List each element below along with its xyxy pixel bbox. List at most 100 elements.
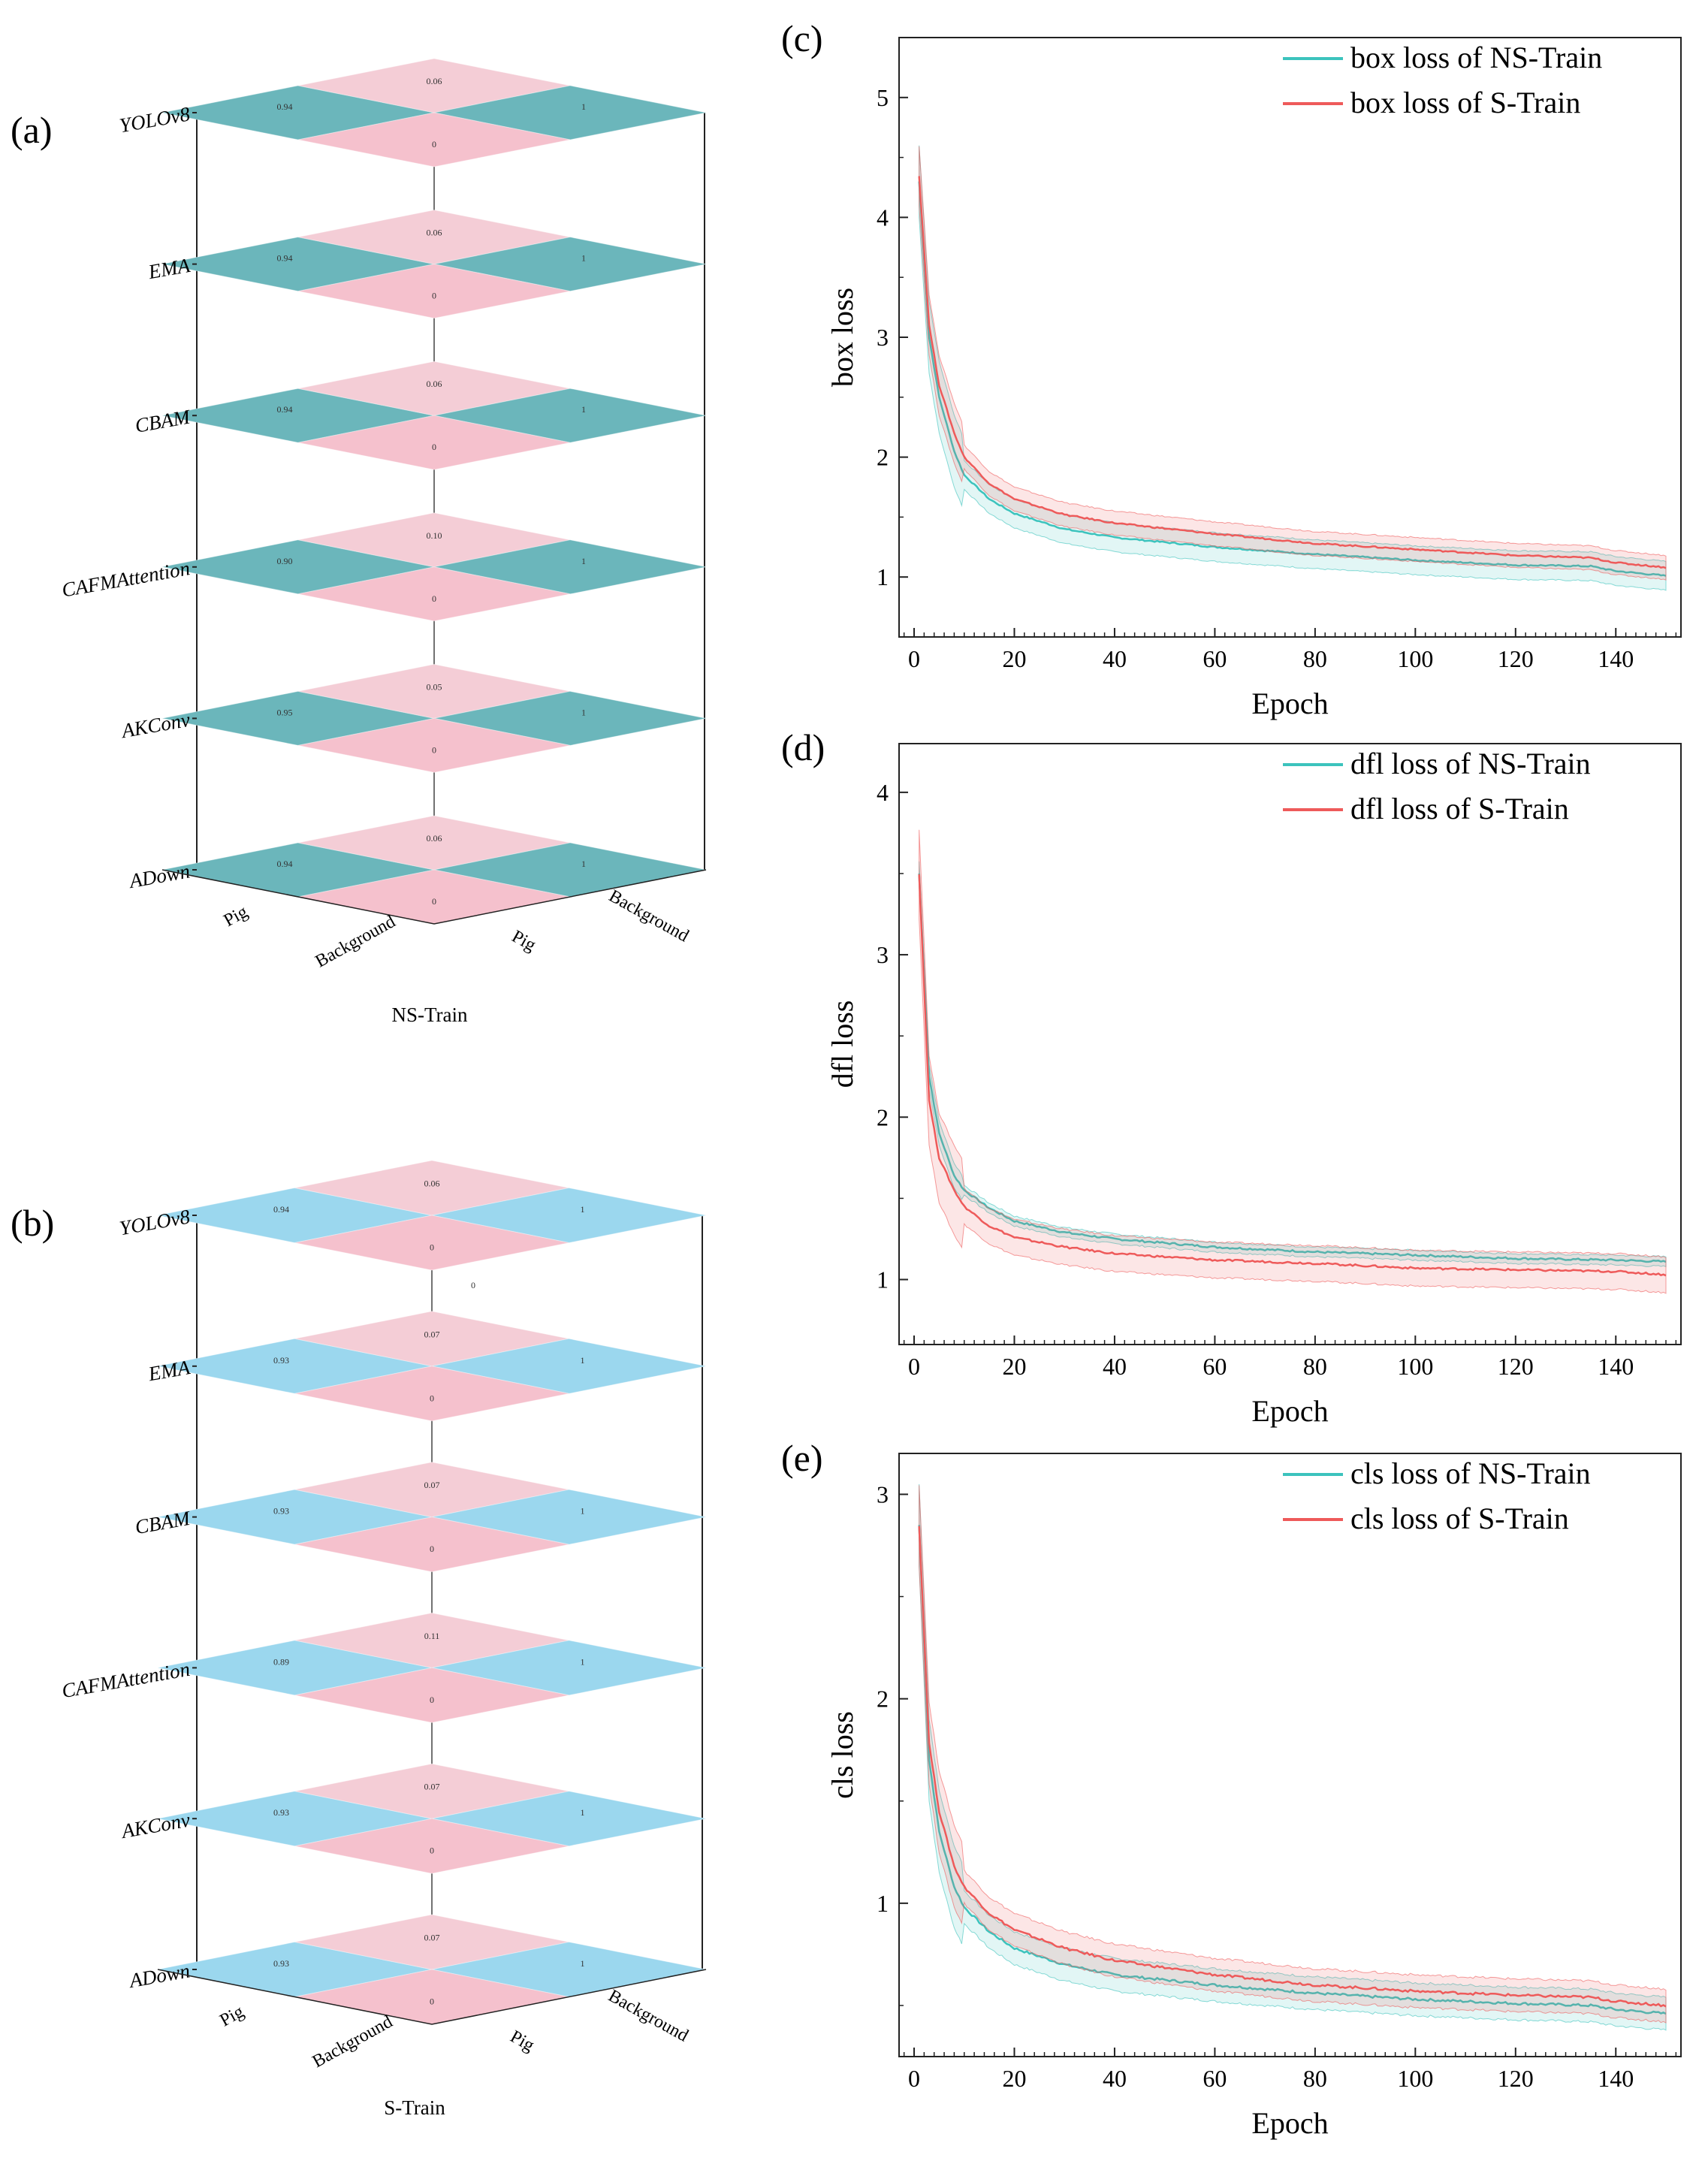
x-axis-label: Epoch [1251,687,1328,720]
y-tick-label: 2 [877,1686,889,1713]
cell-value: 0.06 [427,76,442,86]
cell-value: 1 [581,859,586,869]
x-tick-label: 140 [1598,1353,1634,1380]
series-band-1 [919,1485,1667,2024]
cell-value: 0 [430,1393,434,1403]
cell-value: 0.94 [277,404,293,415]
legend-label: dfl loss of NS-Train [1350,747,1591,780]
cell-value: 1 [581,1807,585,1818]
cell-value: 0 [432,896,436,907]
cell-value: 0.94 [277,101,293,112]
stack-layer-cafmattention: 0.89 0.11 1 0 [157,1612,707,1723]
series-line-0 [918,873,1667,1263]
layer-label: YOLOv8 [118,102,192,137]
stack-layer-akconv: 0.93 0.07 1 0 [157,1763,707,1874]
box-loss-chart: 0 20 40 60 80 100 120 140 1 2 3 4 5 Epoch box loss box … [825,37,1682,720]
stack-layer-cbam: 0.93 0.07 1 0 [157,1462,707,1573]
series-line-1 [918,874,1667,1277]
y-tick-label: 4 [877,204,889,231]
x-tick-label: 0 [908,645,920,672]
stack-b-axis-title: S-Train [384,2096,445,2119]
cell-value: 0.93 [273,1355,289,1366]
cell-value: 0.93 [273,1958,289,1969]
cell-value: 1 [581,1656,585,1667]
col-label: Pig [508,927,539,955]
row-label: Pig [217,2002,248,2030]
y-tick-label: 5 [877,84,889,111]
cell-background-pig [294,1366,569,1422]
layer-label: AKConv [119,708,192,743]
cell-background-pig [294,1818,569,1874]
row-label: Pig [221,902,252,931]
stack-layer-yolov8: 0.94 0.06 1 0 [161,58,707,168]
stacked-confusion-matrix-ns-train: 0.94 0.06 1 0 ADown 0.95 0.05 1 0 AKConv 0.90 0.10 1… [60,58,707,972]
cell-background-pig [294,1215,569,1271]
layer-label: EMA [146,1356,192,1385]
y-tick-label: 1 [877,563,889,590]
row-label: Background [312,912,399,972]
col-label: Pig [507,2027,538,2055]
cell-value: 1 [581,1355,585,1366]
layer-label: YOLOv8 [118,1205,192,1239]
stack-base-edge [157,1969,707,2025]
layer-label: ADown [126,859,192,892]
x-tick-label: 120 [1498,1353,1534,1380]
cell-value: 1 [581,1204,585,1215]
layer-label: CAFMAttention [60,557,192,601]
y-axis-label: box loss [825,288,859,387]
stack-layer-ema: 0.94 0.06 1 0 [161,210,707,319]
cell-value: 0.06 [427,379,442,389]
cell-value: 0.06 [427,833,442,844]
cell-value: 0 [432,744,436,755]
cell-value: 0 [430,1242,434,1253]
cell-background-pig [297,415,571,470]
cell-value: 1 [581,707,586,717]
y-tick-label: 1 [877,1890,889,1917]
x-tick-label: 100 [1397,2065,1433,2092]
legend-label: cls loss of NS-Train [1350,1456,1591,1490]
y-axis-label: dfl loss [825,1001,859,1088]
cell-value: 0 [432,139,436,149]
y-tick-label: 2 [877,1103,889,1130]
x-tick-label: 60 [1203,2065,1227,2092]
y-tick-label: 3 [877,324,889,351]
cell-value-extra: 0 [471,1280,475,1290]
col-label: Background [605,1986,691,2046]
x-axis-label: Epoch [1251,1394,1328,1428]
x-tick-label: 80 [1303,645,1327,672]
panel-label-e: (e) [781,1437,823,1479]
cell-value: 1 [581,253,586,264]
cell-value: 0 [430,1695,434,1705]
layer-label: ADown [126,1959,192,1992]
cell-value: 0.07 [424,1329,440,1339]
x-tick-label: 120 [1498,645,1534,672]
series-band-0 [919,1483,1667,2031]
cell-value: 1 [581,101,586,112]
cell-value: 0.07 [424,1933,440,1943]
row-label: Background [309,2012,396,2072]
cell-value: 0 [430,1996,434,2007]
layer-label: CBAM [133,1507,192,1539]
x-tick-label: 0 [908,1353,920,1380]
cell-background-pig [294,1667,569,1723]
legend-label: cls loss of S-Train [1350,1502,1569,1535]
cell-background-pig [297,112,571,168]
cell-background-pig [294,1517,569,1573]
x-tick-label: 100 [1397,1353,1433,1380]
cell-value: 0.95 [277,707,293,717]
stacked-confusion-matrix-s-train: 0.93 0.07 1 0 ADown 0.93 0.07 1 0 AKConv 0.89 0.11 1… [60,1160,707,2072]
series-band-0 [919,145,1667,591]
series-band-1 [919,146,1667,581]
cell-value: 0.93 [273,1506,289,1517]
cell-value: 0.94 [277,253,293,264]
x-axis-label: Epoch [1251,2106,1328,2140]
legend-label: box loss of NS-Train [1350,41,1602,74]
cell-value: 0 [432,593,436,604]
series-band-1 [919,829,1667,1294]
x-tick-label: 80 [1303,2065,1327,2092]
cell-background-pig [297,717,571,773]
y-tick-label: 3 [877,1480,889,1508]
series-line-1 [918,176,1667,569]
panel-label-d: (d) [781,726,825,768]
cell-value: 0.93 [273,1807,289,1818]
